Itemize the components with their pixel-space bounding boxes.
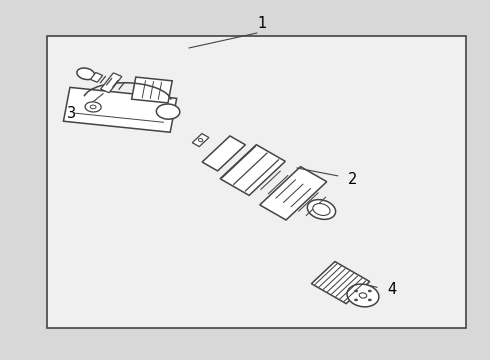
Text: 1: 1 xyxy=(258,16,267,31)
Ellipse shape xyxy=(85,102,101,112)
Ellipse shape xyxy=(355,299,358,301)
Ellipse shape xyxy=(156,104,180,119)
Polygon shape xyxy=(91,72,102,82)
Ellipse shape xyxy=(313,203,330,216)
Ellipse shape xyxy=(307,199,336,219)
Polygon shape xyxy=(63,87,177,132)
Polygon shape xyxy=(132,77,172,103)
Text: 4: 4 xyxy=(388,282,396,297)
Ellipse shape xyxy=(368,299,371,301)
Polygon shape xyxy=(220,145,285,195)
Polygon shape xyxy=(202,136,245,171)
Ellipse shape xyxy=(355,290,358,292)
Text: 2: 2 xyxy=(348,172,358,188)
Ellipse shape xyxy=(198,139,203,142)
Polygon shape xyxy=(100,73,122,93)
Ellipse shape xyxy=(368,290,371,292)
Bar xyxy=(47,36,466,328)
Ellipse shape xyxy=(347,284,379,307)
Ellipse shape xyxy=(90,105,96,109)
Ellipse shape xyxy=(77,68,95,80)
Polygon shape xyxy=(312,262,369,303)
Polygon shape xyxy=(192,134,209,147)
Ellipse shape xyxy=(359,293,367,298)
Polygon shape xyxy=(260,167,327,220)
Text: 3: 3 xyxy=(67,106,75,121)
